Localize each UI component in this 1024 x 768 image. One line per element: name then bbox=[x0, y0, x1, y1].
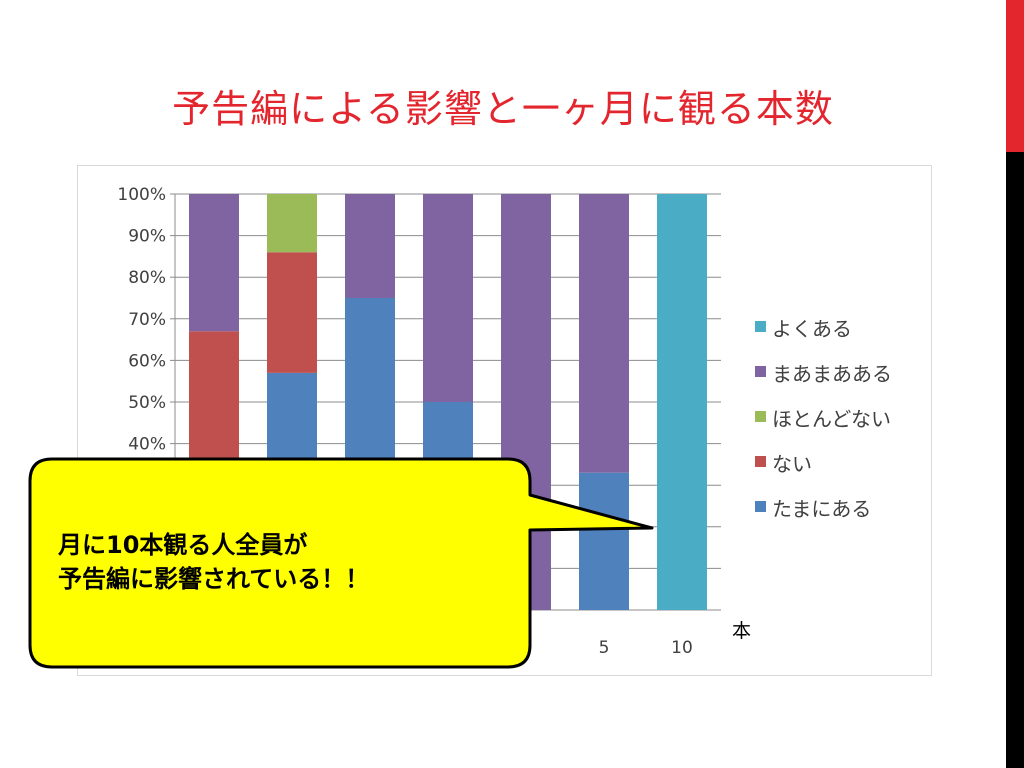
y-tick-label: 80% bbox=[128, 268, 166, 288]
bar-segment bbox=[657, 194, 707, 610]
bar-segment bbox=[579, 194, 629, 473]
y-tick-label: 60% bbox=[128, 351, 166, 371]
slide-title: 予告編による影響と一ヶ月に観る本数 bbox=[172, 87, 834, 131]
bar-segment bbox=[267, 194, 317, 253]
x-axis-unit-label: 本 bbox=[732, 620, 752, 642]
legend-swatch bbox=[755, 411, 766, 422]
legend-label: ない bbox=[772, 452, 812, 476]
legend-label: まあまあある bbox=[772, 362, 892, 386]
y-tick-label: 70% bbox=[128, 310, 166, 330]
legend-swatch bbox=[755, 501, 766, 512]
callout-text: 月に10本観る人全員が 予告編に影響されている！！ bbox=[58, 528, 369, 596]
legend-swatch bbox=[755, 456, 766, 467]
accent-bar-red bbox=[1006, 0, 1024, 152]
y-tick-label: 90% bbox=[128, 227, 166, 247]
y-tick-label: 50% bbox=[128, 393, 166, 413]
callout-line-2: 予告編に影響されている！！ bbox=[58, 565, 370, 593]
legend-swatch bbox=[755, 366, 766, 377]
bar-segment bbox=[423, 194, 473, 402]
bar-segment bbox=[189, 194, 239, 332]
bar-segment bbox=[579, 472, 629, 610]
bar-segment bbox=[267, 252, 317, 373]
y-tick-label: 100% bbox=[117, 185, 166, 205]
y-tick-label: 40% bbox=[128, 435, 166, 455]
speech-bubble-shape bbox=[28, 457, 654, 669]
legend-label: たまにある bbox=[772, 497, 871, 521]
x-tick-label: 10 bbox=[671, 638, 693, 658]
legend-label: ほとんどない bbox=[772, 407, 891, 431]
x-tick-label: 5 bbox=[599, 638, 610, 658]
legend-swatch bbox=[755, 321, 766, 332]
accent-bar-black bbox=[1006, 152, 1024, 768]
legend-label: よくある bbox=[772, 317, 852, 341]
callout-line-1: 月に10本観る人全員が bbox=[58, 531, 308, 559]
bar-segment bbox=[345, 194, 395, 298]
